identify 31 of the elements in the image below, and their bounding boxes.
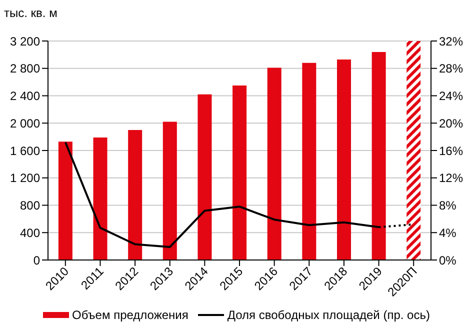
bar — [93, 137, 108, 260]
y2-tick-label: 16% — [439, 144, 464, 158]
bar — [336, 59, 351, 260]
legend-label: Доля свободных площадей (пр. ось) — [226, 308, 430, 322]
y-tick-label: 2 800 — [10, 62, 40, 76]
legend-label: Объем предложения — [71, 308, 188, 322]
y2-tick-label: 0% — [439, 253, 457, 268]
bar — [267, 68, 282, 260]
y-tick-label: 2 000 — [10, 116, 40, 130]
y-axis-title: тыс. кв. м — [4, 6, 58, 20]
bar — [128, 130, 142, 260]
y-tick-label: 1 600 — [10, 144, 40, 158]
bar — [302, 62, 316, 260]
y2-tick-label: 12% — [439, 171, 464, 186]
y2-tick-label: 32% — [439, 34, 464, 48]
y-tick-label: 3 200 — [10, 34, 40, 48]
bar — [372, 52, 386, 260]
y-tick-label: 800 — [20, 198, 40, 213]
y2-tick-label: 4% — [439, 226, 457, 240]
y2-tick-label: 24% — [439, 89, 464, 104]
bar — [162, 122, 177, 260]
y2-tick-label: 20% — [439, 116, 464, 130]
bar — [58, 142, 72, 260]
y2-tick-label: 28% — [439, 62, 464, 76]
y-tick-label: 0 — [33, 253, 40, 268]
bar — [198, 94, 212, 260]
y2-tick-label: 8% — [439, 198, 457, 213]
y-tick-label: 400 — [20, 226, 40, 240]
y-tick-label: 1 200 — [10, 171, 40, 186]
bar — [232, 85, 247, 260]
y-tick-label: 2 400 — [10, 89, 40, 104]
